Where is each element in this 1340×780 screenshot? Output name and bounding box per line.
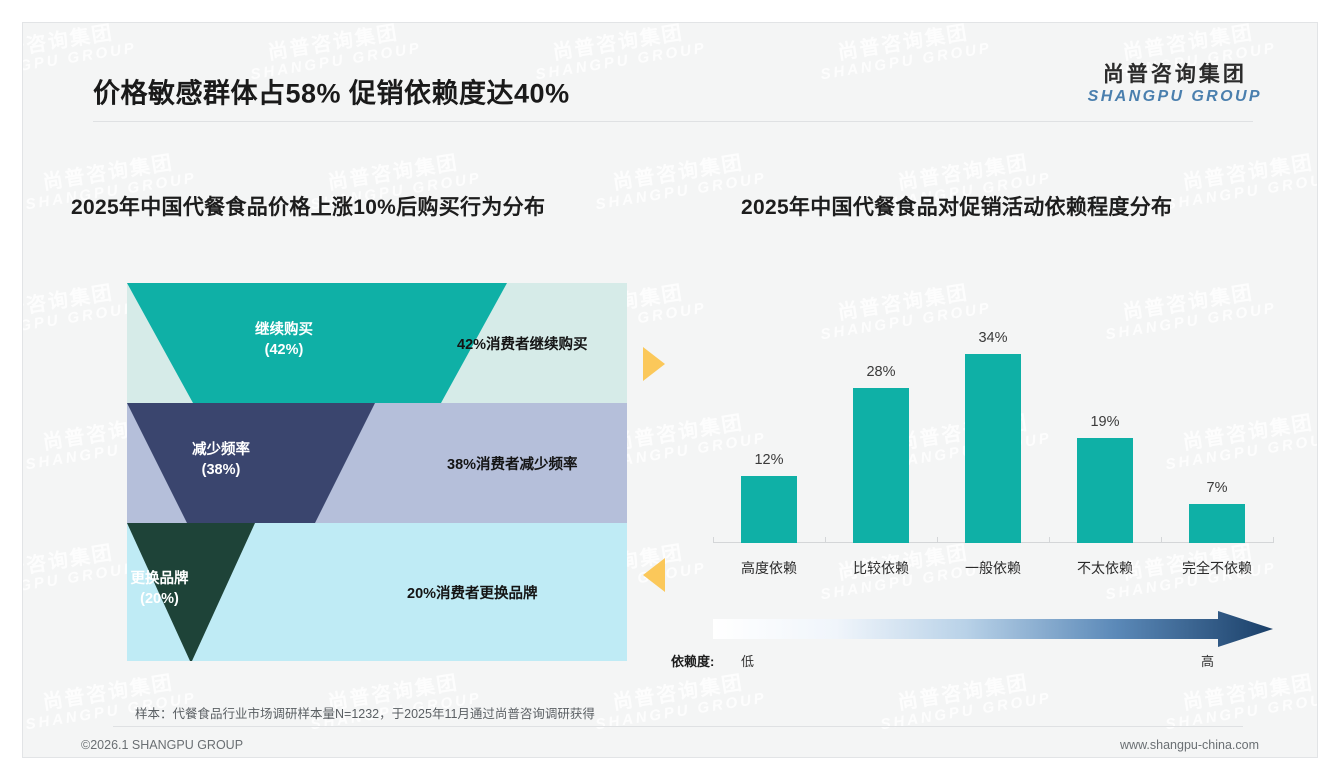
funnel-band: 更换品牌 (20%) 20%消费者更换品牌	[127, 523, 627, 661]
bar-rect[interactable]	[741, 476, 797, 543]
x-axis-tick	[1161, 537, 1162, 543]
funnel-side-label: 38%消费者减少频率	[447, 457, 578, 473]
logo-english-text: SHANGPU GROUP	[1087, 88, 1262, 106]
funnel-segment-name: 减少频率	[192, 442, 250, 458]
sample-footnote: 样本：代餐食品行业市场调研样本量N=1232，于2025年11月通过尚普咨询调研…	[135, 707, 595, 721]
left-chart-title: 2025年中国代餐食品价格上涨10%后购买行为分布	[71, 196, 546, 219]
bar-rect[interactable]	[853, 388, 909, 543]
funnel-segment-label: 减少频率 (38%)	[171, 441, 271, 480]
bar-value-label: 19%	[1090, 414, 1120, 430]
bar-category-label: 高度依赖	[741, 560, 797, 576]
funnel-segment-name: 更换品牌	[130, 571, 189, 587]
funnel-segment-label: 继续购买 (42%)	[234, 321, 334, 360]
bar-category-label: 完全不依赖	[1182, 560, 1252, 576]
bar-column[interactable]: 12%	[713, 273, 825, 543]
bar-column[interactable]: 34%	[937, 273, 1049, 543]
bar-rect[interactable]	[965, 354, 1021, 543]
funnel-segment-shape	[127, 523, 255, 661]
x-axis-tick	[1049, 537, 1050, 543]
slide-header: 价格敏感群体占58% 促销依赖度达40% 尚普咨询集团 SHANGPU GROU…	[23, 23, 1317, 118]
bar-rect[interactable]	[1077, 438, 1133, 543]
bar-category-label: 一般依赖	[965, 560, 1021, 576]
bar-value-label: 7%	[1206, 480, 1228, 496]
footer-website: www.shangpu-china.com	[1120, 738, 1259, 752]
bar-category-labels: 高度依赖 比较依赖 一般依赖 不太依赖 完全不依赖	[713, 558, 1273, 582]
funnel-segment-shape	[127, 403, 375, 523]
footnote-divider	[113, 726, 1243, 727]
legend-prefix-label: 依赖度:	[671, 654, 715, 669]
arrow-right-icon	[643, 347, 665, 381]
bar-column[interactable]: 7%	[1161, 273, 1273, 543]
funnel-band: 减少频率 (38%) 38%消费者减少频率	[127, 403, 627, 523]
bar-value-label: 12%	[754, 452, 784, 468]
funnel-segment-percent: (42%)	[264, 341, 304, 358]
x-axis-tick	[1273, 537, 1274, 543]
right-chart-title: 2025年中国代餐食品对促销活动依赖程度分布	[741, 196, 1173, 219]
logo-chinese-text: 尚普咨询集团	[1102, 63, 1247, 86]
bar-plot-area: 12% 28% 34% 19% 7%	[713, 273, 1274, 543]
funnel-segment-percent: (20%)	[140, 590, 179, 607]
funnel-segment-name: 继续购买	[255, 322, 313, 338]
arrow-left-icon	[643, 558, 665, 592]
funnel-segment-shape	[127, 283, 507, 403]
footer-copyright: ©2026.1 SHANGPU GROUP	[81, 738, 244, 752]
dependency-bar-chart: 12% 28% 34% 19% 7%	[713, 273, 1274, 563]
dependency-gradient-arrow	[713, 611, 1273, 661]
funnel-segment-label: 更换品牌 (20%)	[110, 570, 210, 609]
funnel-side-label: 20%消费者更换品牌	[407, 586, 538, 602]
slide-canvas: 尚普咨询集团 SHANGPU GROUP 尚普咨询集团 SHANGPU GROUP 尚普…	[22, 22, 1318, 758]
bar-column[interactable]: 28%	[825, 273, 937, 543]
funnel-chart: 继续购买 (42%) 42%消费者继续购买减少频率 (38%) 38%消费者减少频率更换…	[127, 283, 627, 661]
bar-column[interactable]: 19%	[1049, 273, 1161, 543]
brand-logo: 尚普咨询集团 SHANGPU GROUP	[1088, 63, 1262, 106]
x-axis-tick	[713, 537, 714, 543]
gradient-arrow-icon	[713, 611, 1273, 647]
x-axis-tick	[937, 537, 938, 543]
bar-category-label: 不太依赖	[1077, 560, 1133, 576]
legend-low-label: 低	[741, 654, 755, 669]
bar-category-label: 比较依赖	[853, 560, 909, 576]
header-divider	[93, 121, 1253, 122]
page-title: 价格敏感群体占58% 促销依赖度达40%	[93, 78, 570, 109]
bar-value-label: 34%	[978, 330, 1008, 346]
legend-high-label: 高	[1201, 654, 1215, 669]
bar-rect[interactable]	[1189, 504, 1245, 543]
x-axis-tick	[825, 537, 826, 543]
funnel-segment-percent: (38%)	[201, 461, 241, 478]
funnel-band: 继续购买 (42%) 42%消费者继续购买	[127, 283, 627, 403]
bar-value-label: 28%	[866, 364, 896, 380]
funnel-side-label: 42%消费者继续购买	[457, 337, 588, 353]
